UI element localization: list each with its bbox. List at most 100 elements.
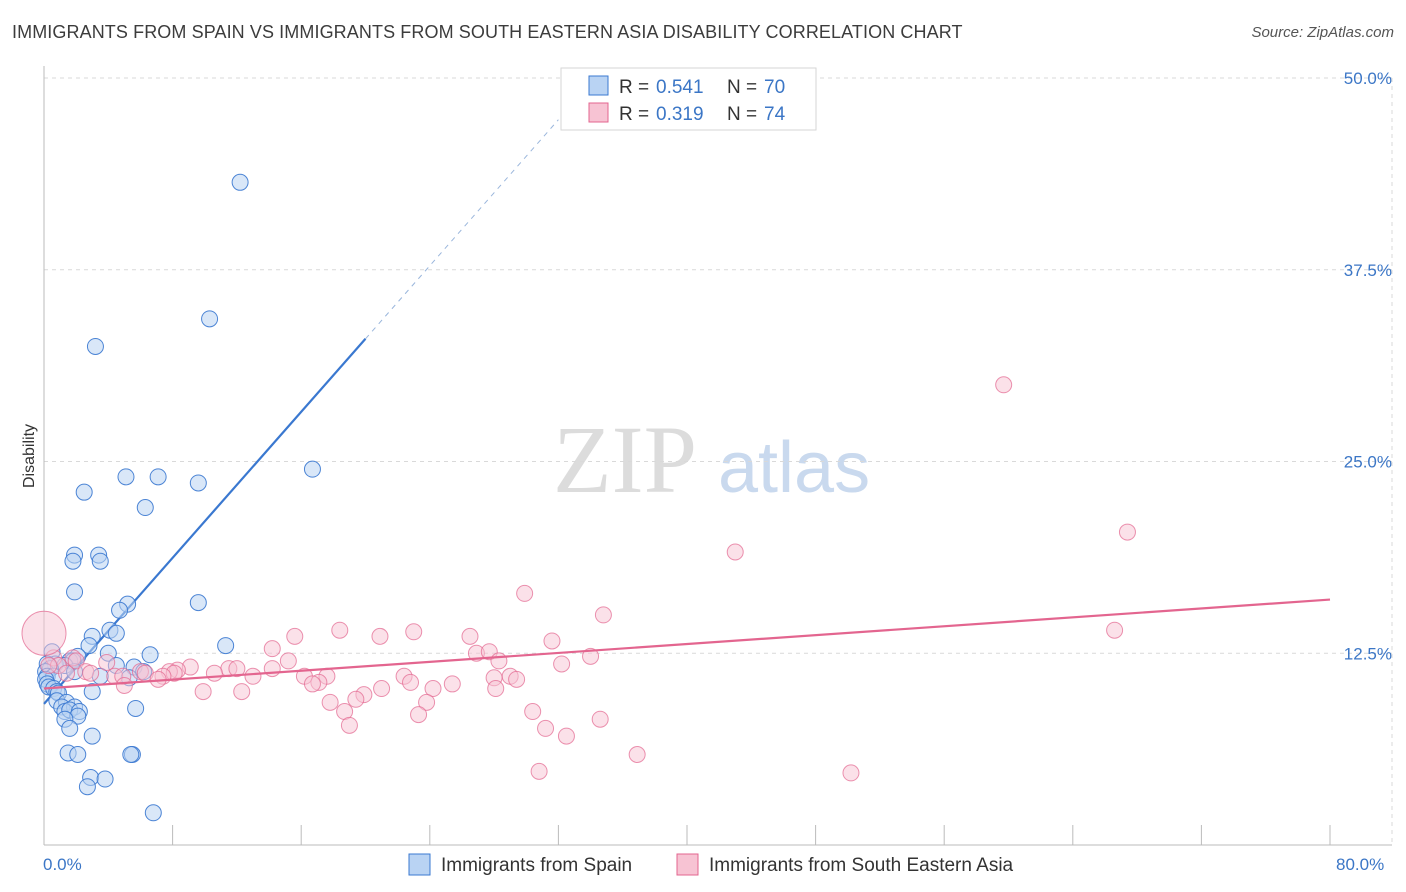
- legend-n-value-spain: 70: [764, 77, 785, 98]
- data-point-se-asia: [402, 673, 420, 691]
- data-point-se-asia: [405, 623, 423, 641]
- legend-n-label-se-asia: N =: [727, 104, 757, 125]
- data-point-se-asia: [543, 632, 561, 650]
- data-point-spain: [122, 745, 140, 763]
- data-point-spain: [80, 637, 98, 655]
- watermark-zip: ZIP: [553, 406, 697, 513]
- data-point-se-asia: [58, 664, 76, 682]
- data-point-se-asia: [582, 647, 600, 665]
- trend-line-se-asia-solid: [43, 598, 1331, 690]
- trend-line-se-asia: [43, 598, 1331, 690]
- points-se-asia: [21, 376, 1136, 782]
- data-point-se-asia: [508, 670, 526, 688]
- data-point-se-asia: [40, 657, 58, 675]
- data-point-se-asia: [628, 745, 646, 763]
- legend-swatch-spain: [588, 75, 609, 96]
- bottom-legend-swatch-se-asia: [676, 853, 699, 876]
- data-point-se-asia: [410, 706, 428, 724]
- data-point-se-asia: [373, 680, 391, 698]
- y-tick-label: 25.0%: [1344, 453, 1392, 472]
- data-point-spain: [189, 594, 207, 612]
- data-point-spain: [96, 770, 114, 788]
- y-tick-label: 37.5%: [1344, 261, 1392, 280]
- data-point-se-asia: [726, 543, 744, 561]
- data-point-se-asia: [487, 680, 505, 698]
- data-point-spain: [111, 601, 129, 619]
- gridlines: [44, 77, 1393, 845]
- data-point-se-asia: [21, 610, 67, 656]
- data-point-se-asia: [524, 703, 542, 721]
- data-point-se-asia: [82, 664, 100, 682]
- data-point-se-asia: [115, 676, 133, 694]
- data-point-se-asia: [205, 664, 223, 682]
- legend-r-label-se-asia: R =: [619, 104, 649, 125]
- data-point-se-asia: [244, 667, 262, 685]
- data-point-spain: [78, 778, 96, 796]
- data-point-spain: [66, 583, 84, 601]
- points-spain: [37, 173, 321, 822]
- data-point-se-asia: [418, 693, 436, 711]
- chart-title: IMMIGRANTS FROM SPAIN VS IMMIGRANTS FROM…: [12, 22, 963, 42]
- data-point-spain: [127, 699, 145, 717]
- data-point-se-asia: [842, 764, 860, 782]
- data-point-se-asia: [286, 627, 304, 645]
- legend-r-label-spain: R =: [619, 77, 649, 98]
- data-point-spain: [231, 173, 249, 191]
- data-point-spain: [144, 804, 162, 822]
- data-point-se-asia: [490, 652, 508, 670]
- x-tick-label-min: 0.0%: [43, 855, 82, 874]
- data-point-se-asia: [194, 683, 212, 701]
- y-tick-label: 50.0%: [1344, 69, 1392, 88]
- data-point-se-asia: [530, 762, 548, 780]
- data-point-se-asia: [331, 621, 349, 639]
- data-point-spain: [83, 683, 101, 701]
- data-point-spain: [86, 337, 104, 355]
- data-point-spain: [303, 460, 321, 478]
- axes: [43, 66, 1392, 846]
- data-point-spain: [91, 552, 109, 570]
- source-credit: Source: ZipAtlas.com: [1251, 24, 1394, 41]
- data-point-spain: [107, 624, 125, 642]
- data-point-spain: [64, 552, 82, 570]
- data-point-spain: [83, 727, 101, 745]
- bottom-legend-swatch-spain: [408, 853, 431, 876]
- bottom-legend-label-se-asia: Immigrants from South Eastern Asia: [709, 855, 1014, 876]
- y-tick-label: 12.5%: [1344, 644, 1392, 663]
- data-point-spain: [61, 719, 79, 737]
- data-point-se-asia: [340, 716, 358, 734]
- bottom-legend-label-spain: Immigrants from Spain: [441, 855, 632, 876]
- legend-n-label-spain: N =: [727, 77, 757, 98]
- data-point-se-asia: [591, 710, 609, 728]
- y-tick-labels: 12.5% 25.0% 37.5% 50.0%: [1344, 69, 1392, 663]
- data-point-se-asia: [461, 627, 479, 645]
- data-point-se-asia: [424, 680, 442, 698]
- data-point-se-asia: [321, 693, 339, 711]
- data-point-spain: [217, 637, 235, 655]
- trend-line-spain-extension: [365, 119, 559, 340]
- data-point-se-asia: [553, 655, 571, 673]
- data-point-se-asia: [516, 584, 534, 602]
- data-point-spain: [149, 468, 167, 486]
- trend-line-spain: [43, 119, 559, 705]
- data-point-spain: [141, 646, 159, 664]
- x-tick-label-max: 80.0%: [1336, 855, 1384, 874]
- data-point-se-asia: [1106, 621, 1124, 639]
- data-point-se-asia: [443, 675, 461, 693]
- data-point-se-asia: [263, 640, 281, 658]
- data-point-se-asia: [1118, 523, 1136, 541]
- data-point-spain: [117, 468, 135, 486]
- data-point-se-asia: [995, 376, 1013, 394]
- data-point-se-asia: [233, 683, 251, 701]
- stats-legend: R = 0.541 N = 70 R = 0.319 N = 74: [560, 67, 817, 131]
- watermark-atlas: atlas: [718, 428, 870, 508]
- data-point-se-asia: [537, 719, 555, 737]
- legend-swatch-se-asia: [588, 102, 609, 123]
- data-point-se-asia: [67, 652, 85, 670]
- data-point-se-asia: [347, 690, 365, 708]
- series-legend: Immigrants from Spain Immigrants from So…: [408, 853, 1014, 876]
- legend-r-value-spain: 0.541: [656, 77, 704, 98]
- data-point-se-asia: [594, 606, 612, 624]
- data-point-spain: [75, 483, 93, 501]
- data-point-se-asia: [371, 627, 389, 645]
